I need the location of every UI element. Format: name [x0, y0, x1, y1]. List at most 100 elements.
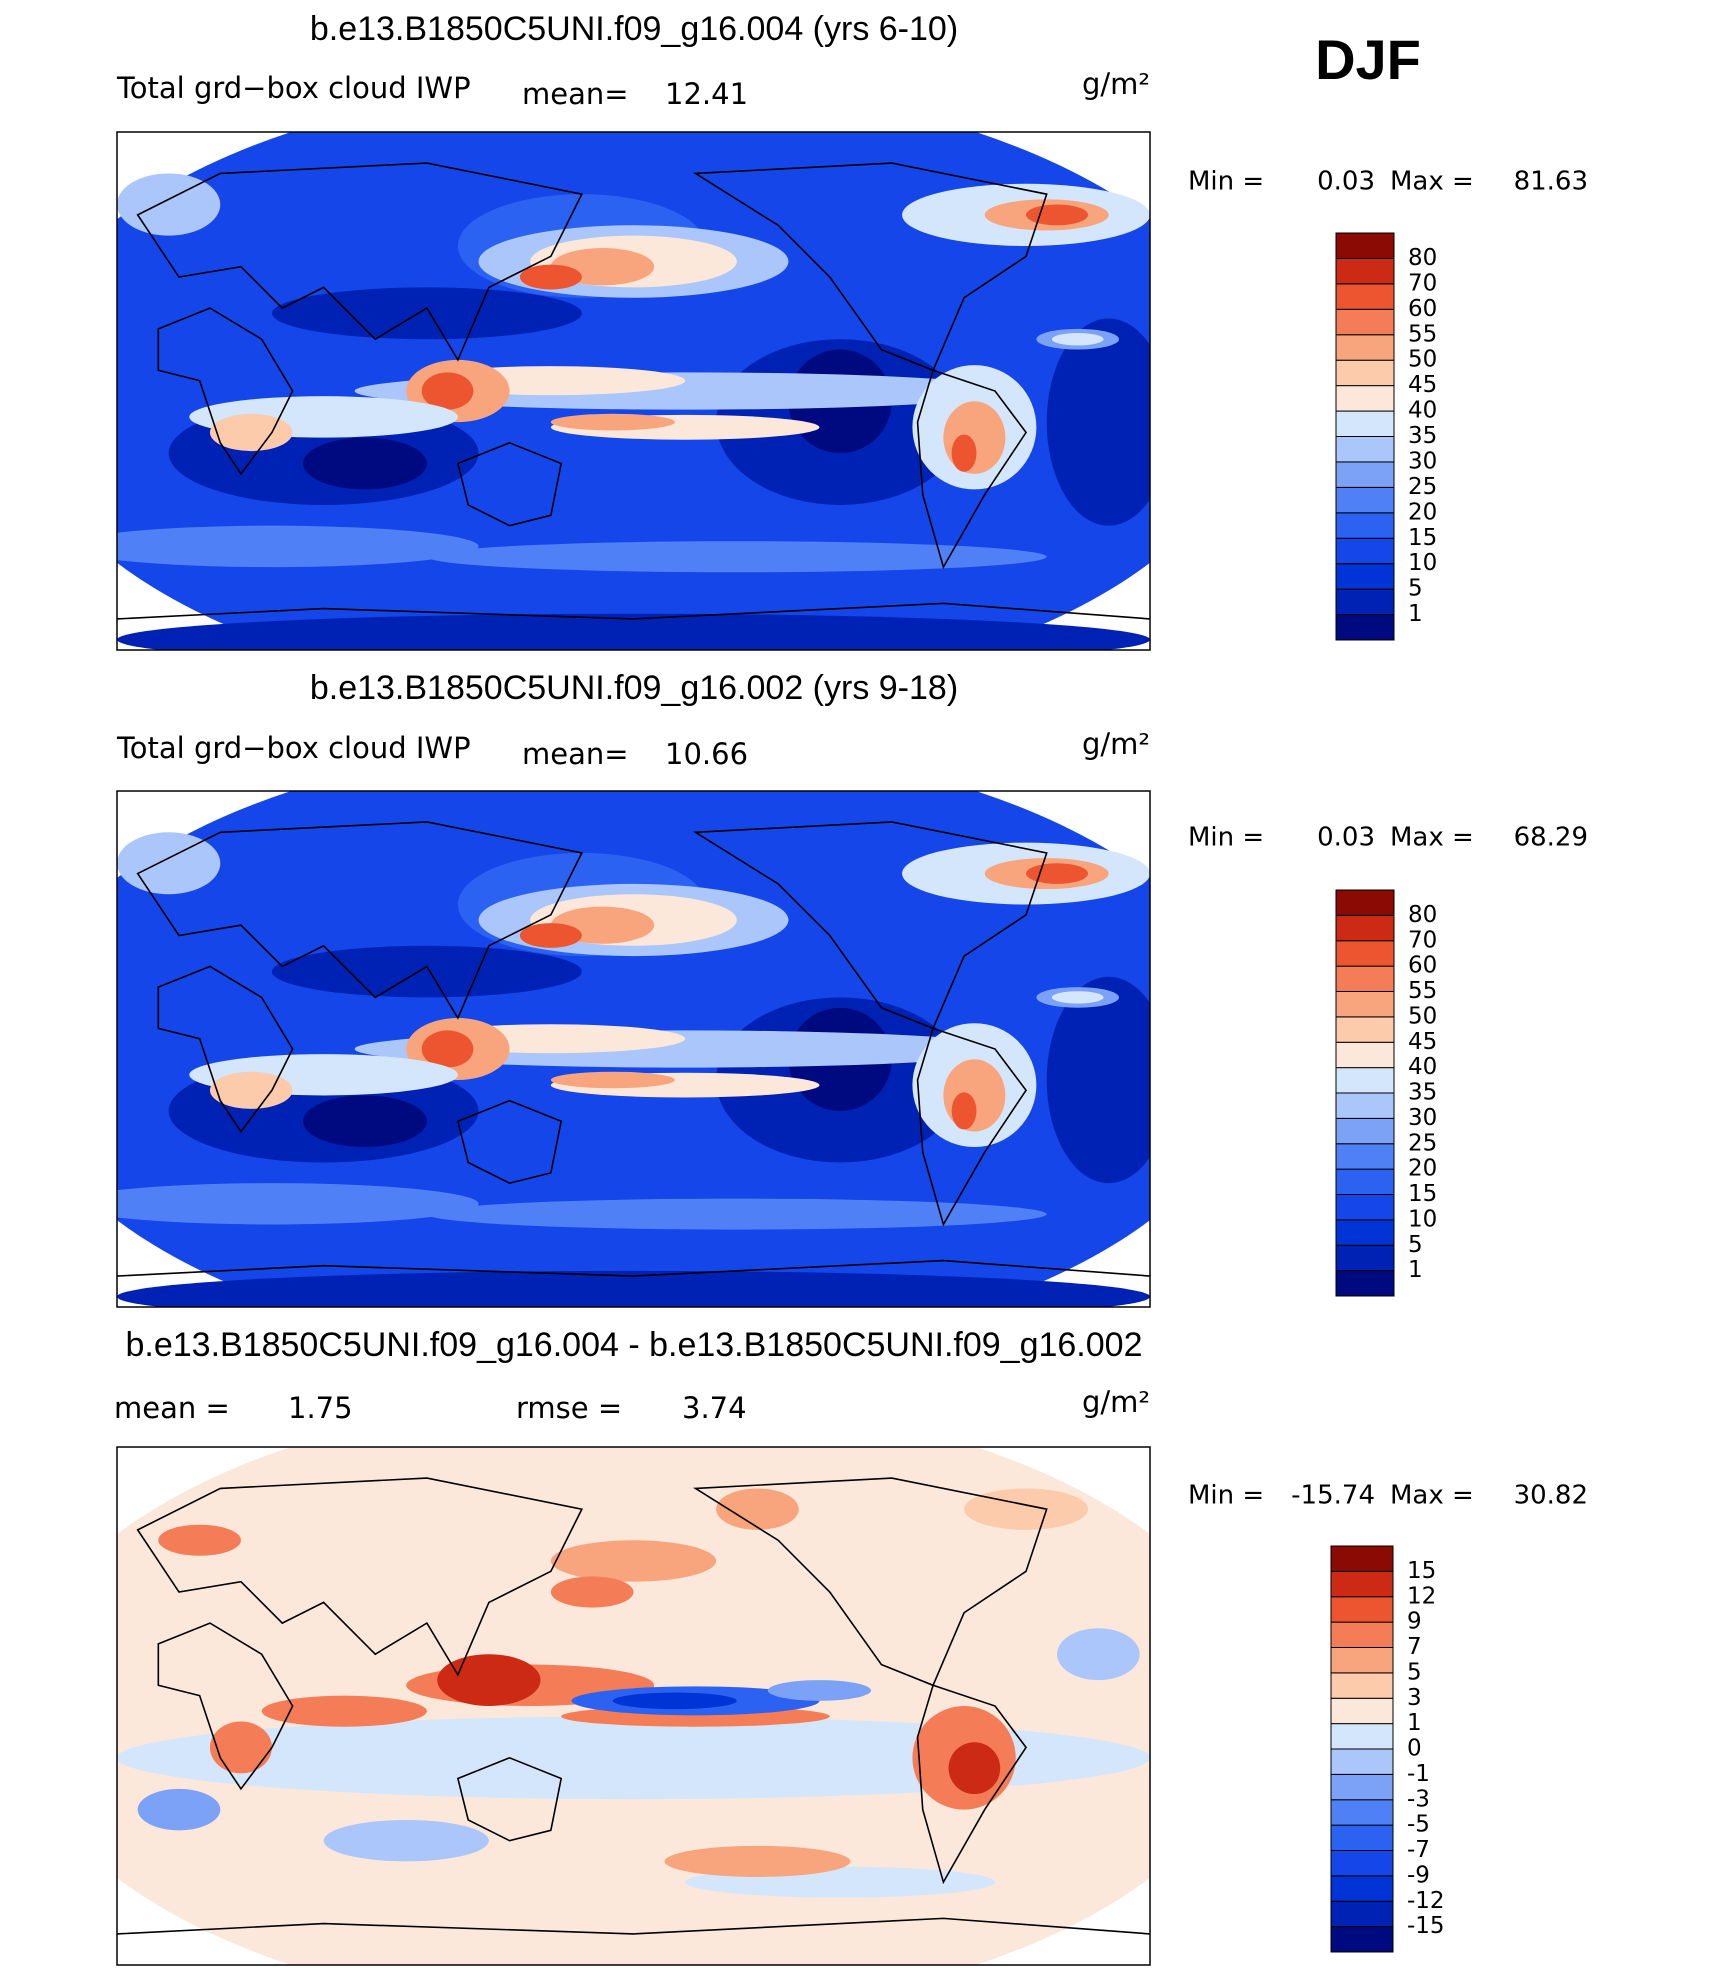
colorbar-box [1335, 308, 1395, 336]
contour-region [1026, 863, 1089, 884]
max-value: 68.29 [1514, 823, 1588, 853]
contour-region [951, 1092, 977, 1130]
colorbar-label: -15 [1407, 1913, 1445, 1939]
colorbar-label: 10 [1408, 550, 1437, 576]
colorbar-label: 70 [1408, 927, 1437, 953]
colorbar-box [1335, 1270, 1395, 1297]
coastline [918, 370, 1026, 567]
colorbar-label: 80 [1408, 902, 1437, 928]
colorbar-box [1335, 283, 1395, 310]
colorbar-box [1330, 1621, 1394, 1648]
colorbar-label: 45 [1408, 1029, 1437, 1055]
contour-region [1051, 991, 1104, 1004]
contour-region [117, 613, 1150, 650]
colorbar-box [1335, 436, 1395, 463]
max-value: 81.63 [1514, 167, 1588, 197]
colorbar-label: 35 [1408, 423, 1437, 449]
map [117, 1447, 1150, 1965]
contour-region [209, 413, 293, 452]
coastline [138, 163, 582, 360]
colorbar-box [1335, 563, 1395, 590]
contour-region [951, 434, 977, 472]
colorbar-box [1335, 1244, 1395, 1272]
coastline [458, 1101, 561, 1184]
colorbar-box [1330, 1672, 1394, 1699]
contour-region [964, 1488, 1089, 1530]
colorbar-box [1335, 1067, 1395, 1094]
contour-region [519, 923, 582, 948]
colorbar-box [1335, 512, 1395, 539]
contour-region [158, 1524, 241, 1556]
min-label: Min = [1188, 1481, 1264, 1511]
rmse-value: 3.74 [682, 1391, 747, 1425]
coastline [138, 822, 582, 1018]
mean-label: mean = [114, 1391, 230, 1425]
colorbar-box [1330, 1799, 1394, 1826]
colorbar-label: 50 [1408, 347, 1437, 373]
colorbar-label: 20 [1408, 499, 1437, 525]
contour-region [550, 1071, 675, 1089]
contour-region [421, 372, 474, 410]
contour-region [767, 1680, 872, 1701]
contour-region [550, 413, 675, 431]
colorbar-label: -7 [1407, 1837, 1430, 1863]
coastline [695, 822, 1046, 1028]
max-label: Max = [1390, 823, 1474, 853]
contour-region [117, 1716, 1150, 1800]
coastline [158, 1623, 292, 1789]
mean-value: 1.75 [288, 1391, 353, 1425]
colorbar-box [1335, 914, 1395, 942]
contour-region [209, 1721, 272, 1774]
colorbar-label: 35 [1408, 1080, 1437, 1106]
panel-title: b.e13.B1850C5UNI.f09_g16.004 (yrs 6-10) [310, 10, 958, 48]
contour-region [117, 1270, 1150, 1307]
colorbar-box [1335, 588, 1395, 616]
colorbar-label: 5 [1407, 1659, 1422, 1685]
min-label: Min = [1188, 167, 1264, 197]
colorbar-box [1335, 965, 1395, 992]
contour-region [664, 1845, 851, 1877]
colorbar-box [1335, 486, 1395, 514]
colorbar-box [1335, 461, 1395, 488]
season-label: DJF [1315, 28, 1421, 91]
contour-region [550, 1540, 717, 1582]
contour-region [209, 1071, 293, 1109]
map-frame [116, 1446, 1151, 1966]
colorbar-box [1330, 1647, 1394, 1674]
coastline [117, 603, 1150, 619]
mean-label: mean= [522, 737, 629, 771]
colorbar-label: 1 [1407, 1710, 1422, 1736]
colorbar-label: 55 [1408, 321, 1437, 347]
colorbar-label: 25 [1408, 474, 1437, 500]
panel-title: b.e13.B1850C5UNI.f09_g16.002 (yrs 9-18) [310, 669, 958, 707]
contour-region [1057, 1628, 1140, 1681]
contour-region [117, 1183, 479, 1225]
min-value: 0.03 [1317, 823, 1375, 853]
contour-region [302, 437, 427, 490]
colorbar-label: 20 [1408, 1156, 1437, 1182]
colorbar-box [1330, 1773, 1394, 1801]
contour-region [271, 287, 582, 340]
colorbar-label: 5 [1408, 1232, 1423, 1258]
min-value: -15.74 [1291, 1481, 1375, 1511]
contour-region [1051, 332, 1104, 346]
coastline [117, 1261, 1150, 1276]
units: g/m² [1082, 1385, 1150, 1419]
contour-region [302, 1095, 427, 1148]
units: g/m² [1082, 727, 1150, 761]
max-value: 30.82 [1514, 1481, 1588, 1511]
colorbar-label: 10 [1408, 1206, 1437, 1232]
colorbar-label: 40 [1408, 398, 1437, 424]
colorbar-label: 0 [1407, 1736, 1422, 1762]
colorbar-box [1330, 1697, 1394, 1725]
colorbar-label: -9 [1407, 1862, 1430, 1888]
colorbar-label: 3 [1407, 1685, 1422, 1711]
rmse-label: rmse = [516, 1391, 622, 1425]
colorbar-box [1330, 1850, 1394, 1877]
colorbar-label: 30 [1408, 1105, 1437, 1131]
colorbar-box [1335, 537, 1395, 565]
coastline [695, 163, 1046, 370]
colorbar-label: -12 [1407, 1888, 1445, 1914]
colorbar-box [1335, 359, 1395, 387]
colorbar-label: 15 [1408, 1181, 1437, 1207]
